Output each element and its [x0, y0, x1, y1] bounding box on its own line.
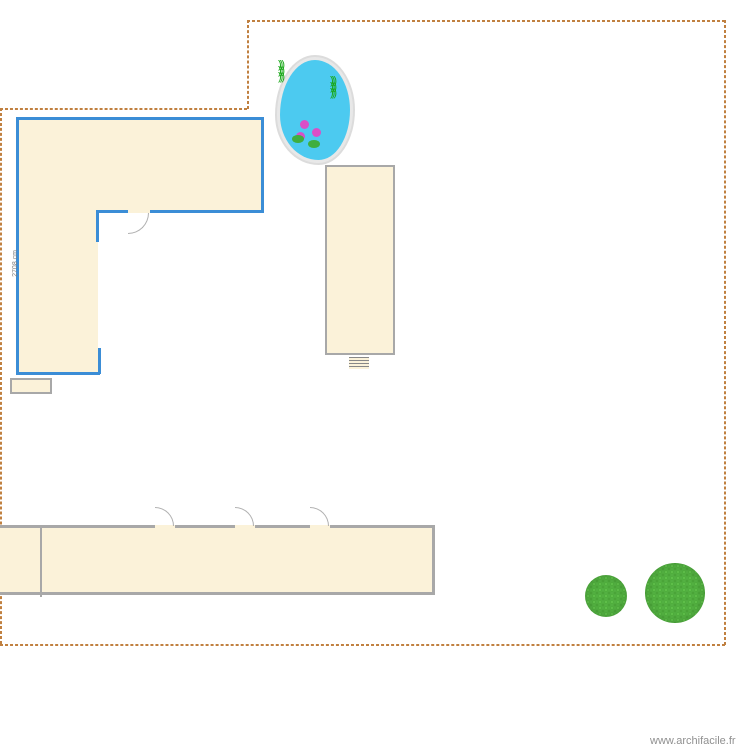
long-building-divider — [40, 525, 42, 597]
dimension-label: 2708 cm — [12, 250, 19, 277]
long-door-3-arc — [310, 507, 329, 526]
pond-lily-1 — [292, 135, 304, 143]
central-stairs — [349, 357, 369, 369]
wall-inner-v1 — [96, 210, 99, 242]
pond-plant-2: ))))))))) — [330, 78, 335, 96]
wall-inner-h — [98, 210, 264, 213]
long-building — [0, 525, 435, 595]
main-door-arc — [128, 213, 149, 234]
watermark: www.archifacile.fr — [650, 735, 736, 747]
annex-building — [10, 378, 52, 394]
wall-right-upper — [261, 117, 264, 212]
lot-boundary-step-h — [0, 108, 247, 110]
pond-plant-1: ))))))))) — [278, 62, 283, 80]
floorplan-canvas: ))))))))) ))))))))) 2708 cm www.archifac… — [0, 0, 750, 750]
pond-flower-2 — [312, 128, 321, 137]
main-building-part-a — [18, 119, 261, 212]
bush-large — [645, 563, 705, 623]
long-door-1-arc — [155, 507, 174, 526]
bush-small — [585, 575, 627, 617]
wall-left — [16, 117, 19, 374]
wall-bottom — [16, 372, 100, 375]
central-building — [325, 165, 395, 355]
lot-boundary-bottom — [0, 644, 725, 646]
main-building-part-b — [18, 212, 98, 372]
lot-boundary-step-v — [247, 20, 249, 109]
lot-boundary-right — [724, 20, 726, 645]
long-door-2-arc — [235, 507, 254, 526]
wall-top — [16, 117, 263, 120]
pond-lily-2 — [308, 140, 320, 148]
wall-inner-v2 — [98, 348, 101, 374]
pond-flower-1 — [300, 120, 309, 129]
lot-boundary-top — [247, 20, 725, 22]
